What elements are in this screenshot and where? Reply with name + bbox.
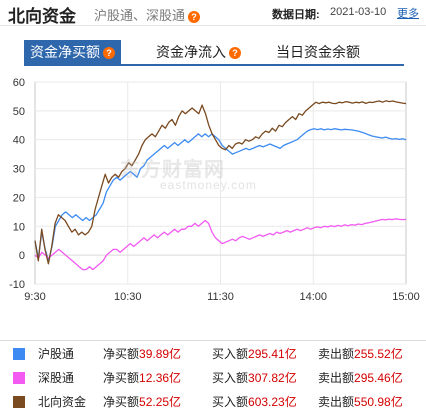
legend-name: 深股通 xyxy=(38,371,75,385)
net-buy-cell: 净买额39.89亿 xyxy=(103,343,181,365)
buy-cell: 买入额295.41亿 xyxy=(212,343,297,365)
tab-net-inflow-label: 资金净流入 xyxy=(156,44,226,60)
legend-swatch xyxy=(13,396,25,408)
buy-value: 307.82亿 xyxy=(248,371,297,385)
buy-cell: 买入额307.82亿 xyxy=(212,367,297,389)
legend-row: 深股通 净买额12.36亿 买入额307.82亿 卖出额295.46亿 xyxy=(0,367,426,389)
net-buy-cell: 净买额52.25亿 xyxy=(103,391,181,413)
net-buy-value: 39.89亿 xyxy=(139,347,182,361)
y-tick-label: 0 xyxy=(19,250,25,262)
help-icon[interactable]: ? xyxy=(188,10,201,23)
header: 北向资金 沪股通、深股通? 数据日期: 2021-03-10 更多 xyxy=(0,0,426,26)
y-tick-label: -10 xyxy=(9,279,25,291)
help-icon[interactable]: ? xyxy=(103,47,115,60)
x-tick-label: 14:00 xyxy=(299,291,327,303)
series-line-1 xyxy=(34,218,407,271)
page-subtitle: 沪股通、深股通? xyxy=(94,5,201,24)
net-buy-cell: 净买额12.36亿 xyxy=(103,367,181,389)
sell-label: 卖出额 xyxy=(318,371,355,385)
net-buy-label: 净买额 xyxy=(103,395,140,409)
net-buy-label: 净买额 xyxy=(103,347,140,361)
tab-underline xyxy=(24,64,404,66)
buy-value: 603.23亿 xyxy=(248,395,297,409)
x-tick-label: 15:00 xyxy=(392,291,420,303)
x-tick-label: 9:30 xyxy=(24,291,45,303)
sell-value: 550.98亿 xyxy=(354,395,403,409)
series-line-2 xyxy=(34,100,407,265)
tab-net-inflow[interactable]: 资金净流入? xyxy=(156,40,241,64)
sell-value: 255.52亿 xyxy=(354,347,403,361)
net-buy-value: 52.25亿 xyxy=(139,395,182,409)
sell-cell: 卖出额255.52亿 xyxy=(318,343,403,365)
help-icon[interactable]: ? xyxy=(229,47,241,60)
date-label: 数据日期: xyxy=(272,9,320,21)
buy-cell: 买入额603.23亿 xyxy=(212,391,297,413)
sell-cell: 卖出额295.46亿 xyxy=(318,367,403,389)
buy-value: 295.41亿 xyxy=(248,347,297,361)
legend-name: 沪股通 xyxy=(38,347,75,361)
y-tick-label: 20 xyxy=(13,192,25,204)
legend-swatch xyxy=(13,348,25,360)
buy-label: 买入额 xyxy=(212,371,249,385)
legend-row: 沪股通 净买额39.89亿 买入额295.41亿 卖出额255.52亿 xyxy=(0,343,426,365)
y-tick-label: 60 xyxy=(13,77,25,89)
buy-label: 买入额 xyxy=(212,395,249,409)
sell-label: 卖出额 xyxy=(318,395,355,409)
net-buy-value: 12.36亿 xyxy=(139,371,182,385)
line-chart: -10 0 10 20 30 40 50 60 9:30 10:30 11:30 14:00 15:00 xyxy=(9,77,420,303)
legend-swatch xyxy=(13,372,25,384)
x-tick-label: 10:30 xyxy=(114,291,142,303)
y-tick-label: 30 xyxy=(13,164,25,176)
tab-bar: 资金净买额? 资金净流入? 当日资金余额 xyxy=(24,40,404,64)
x-tick-label: 11:30 xyxy=(207,291,234,303)
net-buy-label: 净买额 xyxy=(103,371,140,385)
legend-table: 沪股通 净买额39.89亿 买入额295.41亿 卖出额255.52亿 深股通 … xyxy=(0,340,426,416)
more-link[interactable]: 更多 xyxy=(397,8,419,20)
sell-label: 卖出额 xyxy=(318,347,355,361)
page-title: 北向资金 xyxy=(8,7,76,26)
sell-value: 295.46亿 xyxy=(354,371,403,385)
subtitle-text: 沪股通、深股通 xyxy=(94,8,186,23)
buy-label: 买入额 xyxy=(212,347,249,361)
y-tick-label: 40 xyxy=(13,135,25,147)
series-line-0 xyxy=(34,128,407,262)
tab-daily-balance[interactable]: 当日资金余额 xyxy=(276,40,360,64)
tab-net-buy-label: 资金净买额 xyxy=(30,44,100,60)
y-tick-label: 10 xyxy=(13,221,25,233)
legend-name: 北向资金 xyxy=(38,395,87,409)
legend-row: 北向资金 净买额52.25亿 买入额603.23亿 卖出额550.98亿 xyxy=(0,391,426,413)
date-value: 2021-03-10 xyxy=(330,6,387,18)
sell-cell: 卖出额550.98亿 xyxy=(318,391,403,413)
y-tick-label: 50 xyxy=(13,106,25,118)
tab-net-buy[interactable]: 资金净买额? xyxy=(24,40,121,64)
tab-daily-balance-label: 当日资金余额 xyxy=(276,44,360,60)
